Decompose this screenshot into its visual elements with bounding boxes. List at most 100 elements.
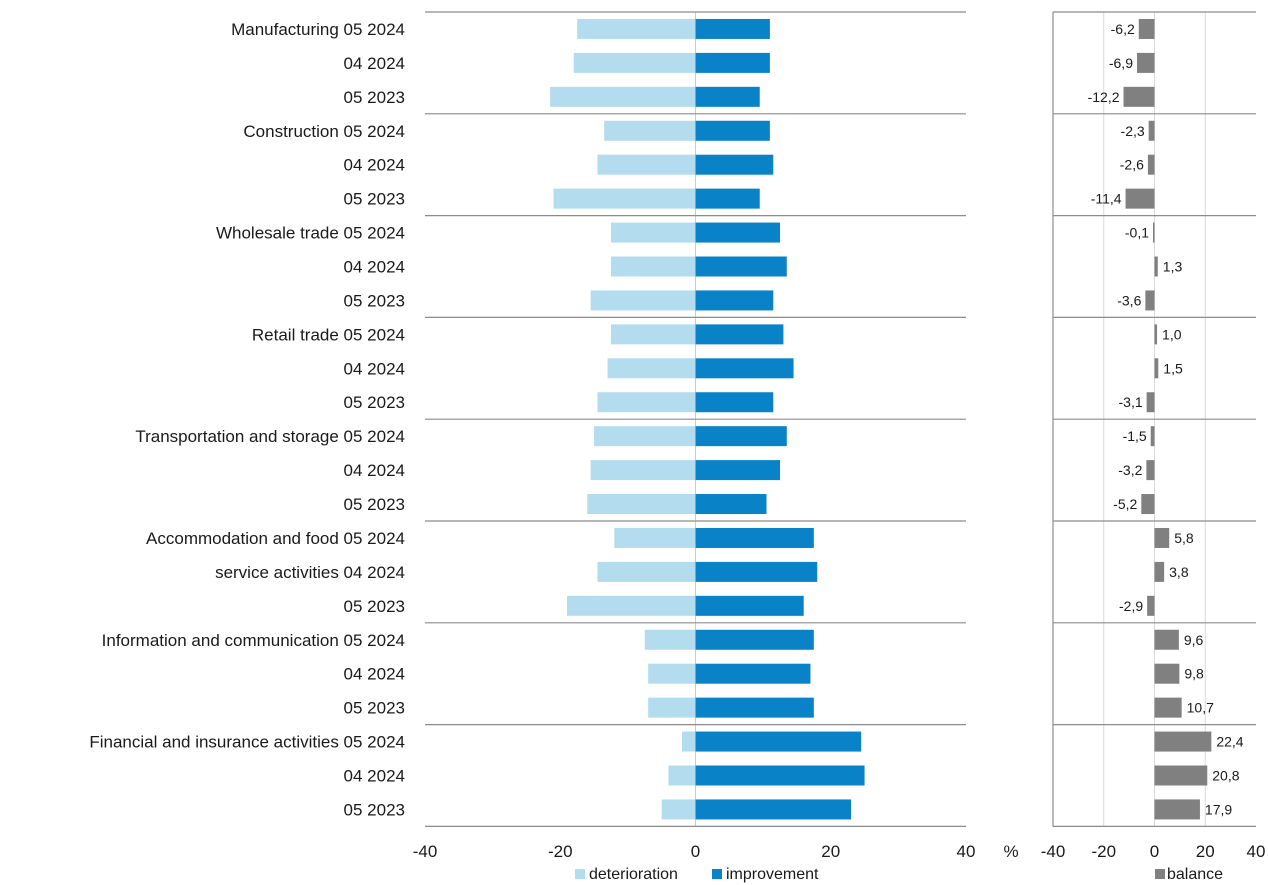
balance-bar: [1154, 256, 1158, 277]
balance-bar: [1147, 154, 1155, 175]
improvement-bar: [695, 290, 774, 311]
category-label: Wholesale trade 05 2024: [216, 224, 405, 243]
data-label: 5,8: [1174, 530, 1194, 546]
balance-bar: [1154, 731, 1212, 752]
balance-bar: [1154, 629, 1179, 650]
balance-bar: [1154, 561, 1165, 582]
deterioration-bar: [597, 392, 696, 413]
improvement-bar: [695, 527, 814, 548]
category-label: 05 2023: [344, 291, 405, 310]
data-label: 22,4: [1216, 734, 1243, 750]
category-label: 05 2023: [344, 597, 405, 616]
x-tick-label: 40: [1247, 842, 1266, 861]
improvement-bar: [695, 256, 787, 277]
data-label: -5,2: [1113, 496, 1137, 512]
deterioration-bar: [594, 426, 696, 447]
deterioration-bar: [661, 799, 696, 820]
deterioration-bar: [604, 120, 696, 141]
improvement-bar: [695, 18, 770, 39]
balance-bar: [1154, 358, 1159, 379]
balance-bar: [1154, 527, 1170, 548]
deterioration-bar: [597, 561, 696, 582]
improvement-bar: [695, 561, 818, 582]
category-label: 05 2023: [344, 190, 405, 209]
deterioration-bar: [577, 18, 696, 39]
deterioration-bar: [610, 222, 696, 243]
improvement-bar: [695, 188, 760, 209]
category-label: 04 2024: [344, 359, 405, 378]
legend-swatch-balance: [1155, 869, 1165, 879]
deterioration-bar: [597, 154, 696, 175]
category-label: 04 2024: [344, 665, 405, 684]
improvement-bar: [695, 731, 862, 752]
improvement-bar: [695, 663, 811, 684]
data-label: 10,7: [1187, 700, 1214, 716]
category-label: 05 2023: [344, 393, 405, 412]
category-label: 04 2024: [344, 461, 405, 480]
axes: Manufacturing 05 2024 04 2024 05 2023 Const…: [89, 11, 1266, 861]
balance-bar: [1154, 799, 1200, 820]
improvement-bar: [695, 799, 852, 820]
category-label: Financial and insurance activities 05 20…: [89, 733, 405, 752]
x-tick-label: 20: [821, 842, 840, 861]
data-label: -2,3: [1121, 123, 1145, 139]
improvement-bar: [695, 494, 767, 515]
data-label: -11,4: [1091, 191, 1122, 207]
data-label: -1,5: [1123, 428, 1147, 444]
category-label: Retail trade 05 2024: [252, 325, 405, 344]
deterioration-bar: [607, 358, 696, 379]
legend: deterioration improvement balance: [575, 866, 1223, 883]
deterioration-bar: [553, 188, 696, 209]
balance-bar: [1146, 392, 1155, 413]
balance-bar: [1154, 697, 1182, 718]
deterioration-bar: [567, 595, 696, 616]
data-label: -2,9: [1119, 598, 1143, 614]
deterioration-bar: [648, 697, 696, 718]
category-label: 04 2024: [344, 767, 405, 786]
category-label: Construction 05 2024: [243, 122, 405, 141]
category-label: 04 2024: [344, 54, 405, 73]
data-label: -3,2: [1118, 462, 1142, 478]
deterioration-bar: [590, 460, 696, 481]
legend-label-balance: balance: [1167, 866, 1223, 883]
x-tick-label: 0: [691, 842, 700, 861]
legend-label-improvement: improvement: [726, 866, 819, 883]
category-label: 04 2024: [344, 156, 405, 175]
balance-bar: [1146, 460, 1155, 481]
improvement-bar: [695, 154, 774, 175]
category-label: Information and communication 05 2024: [102, 631, 405, 650]
balance-bar: [1150, 426, 1155, 447]
deterioration-bar: [668, 765, 696, 786]
improvement-bar: [695, 697, 814, 718]
deterioration-bar: [610, 324, 696, 345]
improvement-bar: [695, 629, 814, 650]
deterioration-bar: [681, 731, 696, 752]
data-label: -6,9: [1109, 55, 1133, 71]
data-label: -2,6: [1120, 157, 1144, 173]
improvement-bar: [695, 86, 760, 107]
deterioration-bar: [648, 663, 696, 684]
category-label: 05 2023: [344, 88, 405, 107]
deterioration-bar: [590, 290, 696, 311]
data-label: 17,9: [1205, 801, 1232, 817]
deterioration-bar: [644, 629, 696, 650]
balance-bar: [1154, 324, 1158, 345]
x-tick-label: -40: [413, 842, 438, 861]
x-tick-label: -20: [1091, 842, 1116, 861]
x-tick-label: 40: [957, 842, 976, 861]
deterioration-bar: [614, 527, 696, 548]
balance-bar: [1125, 188, 1155, 209]
improvement-bar: [695, 426, 787, 447]
data-label: 1,3: [1163, 259, 1183, 275]
improvement-bar: [695, 52, 770, 73]
improvement-bar: [695, 595, 804, 616]
legend-swatch-deterioration: [575, 869, 585, 879]
category-label: service activities 04 2024: [215, 563, 405, 582]
category-label: Manufacturing 05 2024: [231, 20, 405, 39]
category-label: Accommodation and food 05 2024: [146, 529, 405, 548]
x-tick-label: -20: [548, 842, 573, 861]
improvement-bar: [695, 765, 865, 786]
x-tick-label: 0: [1150, 842, 1159, 861]
x-tick-label: 20: [1196, 842, 1215, 861]
